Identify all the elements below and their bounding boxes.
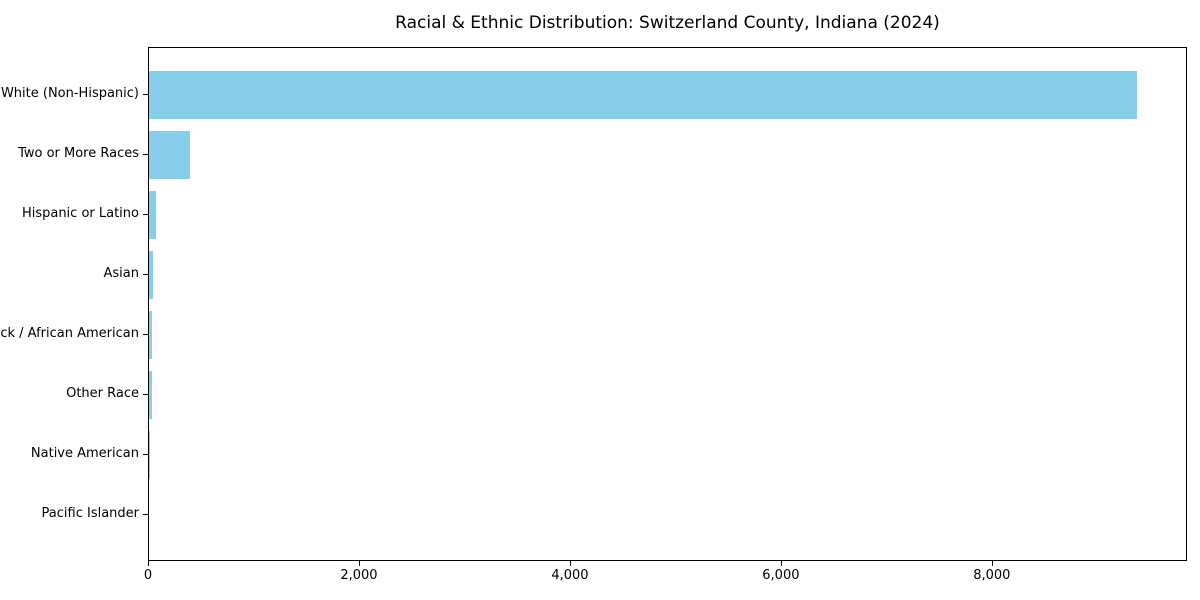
y-tick-label: White (Non-Hispanic): [0, 86, 139, 102]
plot-area: [148, 47, 1187, 561]
bar-hispanic-or-latino: [149, 191, 157, 240]
x-tick-mark: [991, 561, 993, 566]
y-tick-mark: [143, 513, 148, 515]
x-tick-label: 2,000: [340, 568, 378, 583]
x-tick-mark: [148, 561, 149, 566]
x-tick-mark: [569, 561, 571, 566]
x-tick-label: 0: [143, 568, 153, 583]
x-tick-mark: [780, 561, 782, 566]
y-tick-label: Other Race: [66, 385, 139, 401]
y-tick-mark: [143, 393, 148, 395]
chart-title: Racial & Ethnic Distribution: Switzerlan…: [395, 13, 940, 33]
bar-black-african-american: [149, 310, 153, 359]
bar-asian: [149, 251, 154, 299]
y-tick-mark: [143, 274, 148, 276]
bar-two-or-more-races: [149, 131, 191, 180]
y-tick-label: Hispanic or Latino: [21, 206, 139, 222]
x-tick-label: 8,000: [973, 568, 1011, 583]
x-tick-label: 4,000: [551, 568, 589, 583]
y-tick-mark: [143, 94, 148, 96]
y-tick-label: Asian: [103, 266, 139, 282]
y-tick-label: Two or More Races: [18, 146, 139, 162]
y-tick-mark: [143, 154, 148, 156]
y-tick-mark: [143, 214, 148, 216]
y-tick-label: Native American: [30, 445, 139, 461]
y-tick-label: Pacific Islander: [41, 505, 139, 521]
y-tick-label: Black / African American: [0, 325, 139, 341]
x-tick-mark: [358, 561, 360, 566]
y-tick-mark: [143, 333, 148, 335]
bar-other-race: [149, 370, 152, 419]
y-tick-mark: [143, 453, 148, 455]
bar-white-non-hispanic: [149, 71, 1137, 120]
bar-native-american: [149, 430, 151, 479]
x-tick-label: 6,000: [762, 568, 800, 583]
